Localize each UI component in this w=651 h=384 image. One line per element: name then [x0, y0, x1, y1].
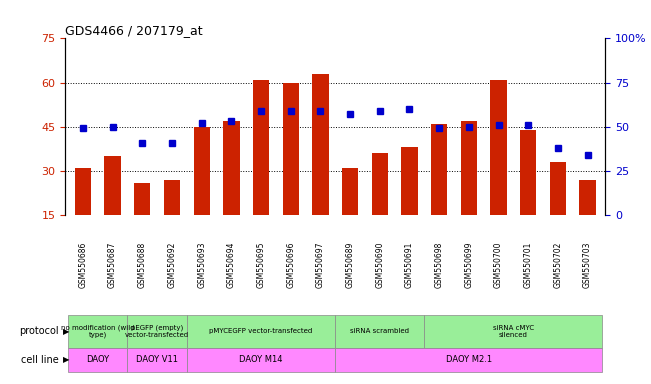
Text: GSM550693: GSM550693: [197, 242, 206, 288]
Text: no modification (wild
type): no modification (wild type): [61, 324, 135, 338]
Bar: [164, 180, 180, 215]
Bar: [335, 348, 602, 372]
Text: pEGFP (empty)
vector-transfected: pEGFP (empty) vector-transfected: [125, 324, 189, 338]
Text: ▶: ▶: [63, 327, 70, 336]
Bar: [431, 124, 447, 215]
Text: protocol: protocol: [19, 326, 59, 336]
Text: GSM550703: GSM550703: [583, 242, 592, 288]
Text: GSM550701: GSM550701: [524, 242, 533, 288]
Bar: [75, 168, 91, 215]
Text: GSM550690: GSM550690: [375, 242, 384, 288]
Bar: [549, 162, 566, 215]
Text: GSM550700: GSM550700: [494, 242, 503, 288]
Text: cell line: cell line: [21, 355, 59, 365]
Text: GSM550688: GSM550688: [138, 242, 146, 288]
Bar: [68, 315, 128, 348]
Text: GSM550689: GSM550689: [346, 242, 355, 288]
Text: GSM550702: GSM550702: [553, 242, 562, 288]
Text: GSM550697: GSM550697: [316, 242, 325, 288]
Text: GSM550691: GSM550691: [405, 242, 414, 288]
Bar: [134, 183, 150, 215]
Bar: [187, 315, 335, 348]
Bar: [401, 147, 418, 215]
Bar: [342, 168, 358, 215]
Text: GDS4466 / 207179_at: GDS4466 / 207179_at: [65, 24, 202, 37]
Text: siRNA cMYC
silenced: siRNA cMYC silenced: [493, 325, 534, 338]
Text: DAOY V11: DAOY V11: [136, 356, 178, 364]
Bar: [461, 121, 477, 215]
Bar: [104, 156, 121, 215]
Bar: [223, 121, 240, 215]
Text: GSM550696: GSM550696: [286, 242, 296, 288]
Text: DAOY M2.1: DAOY M2.1: [446, 356, 492, 364]
Bar: [520, 130, 536, 215]
Text: ▶: ▶: [63, 356, 70, 364]
Bar: [424, 315, 602, 348]
Text: GSM550694: GSM550694: [227, 242, 236, 288]
Text: GSM550698: GSM550698: [435, 242, 444, 288]
Bar: [490, 79, 506, 215]
Text: GSM550687: GSM550687: [108, 242, 117, 288]
Bar: [372, 153, 388, 215]
Bar: [128, 348, 187, 372]
Bar: [312, 74, 329, 215]
Text: GSM550695: GSM550695: [256, 242, 266, 288]
Text: GSM550692: GSM550692: [167, 242, 176, 288]
Bar: [253, 79, 270, 215]
Text: siRNA scrambled: siRNA scrambled: [350, 328, 409, 334]
Bar: [283, 83, 299, 215]
Bar: [193, 127, 210, 215]
Bar: [128, 315, 187, 348]
Bar: [68, 348, 128, 372]
Bar: [579, 180, 596, 215]
Bar: [187, 348, 335, 372]
Text: GSM550699: GSM550699: [464, 242, 473, 288]
Text: DAOY: DAOY: [86, 356, 109, 364]
Text: GSM550686: GSM550686: [78, 242, 87, 288]
Bar: [335, 315, 424, 348]
Text: DAOY M14: DAOY M14: [240, 356, 283, 364]
Text: pMYCEGFP vector-transfected: pMYCEGFP vector-transfected: [210, 328, 312, 334]
